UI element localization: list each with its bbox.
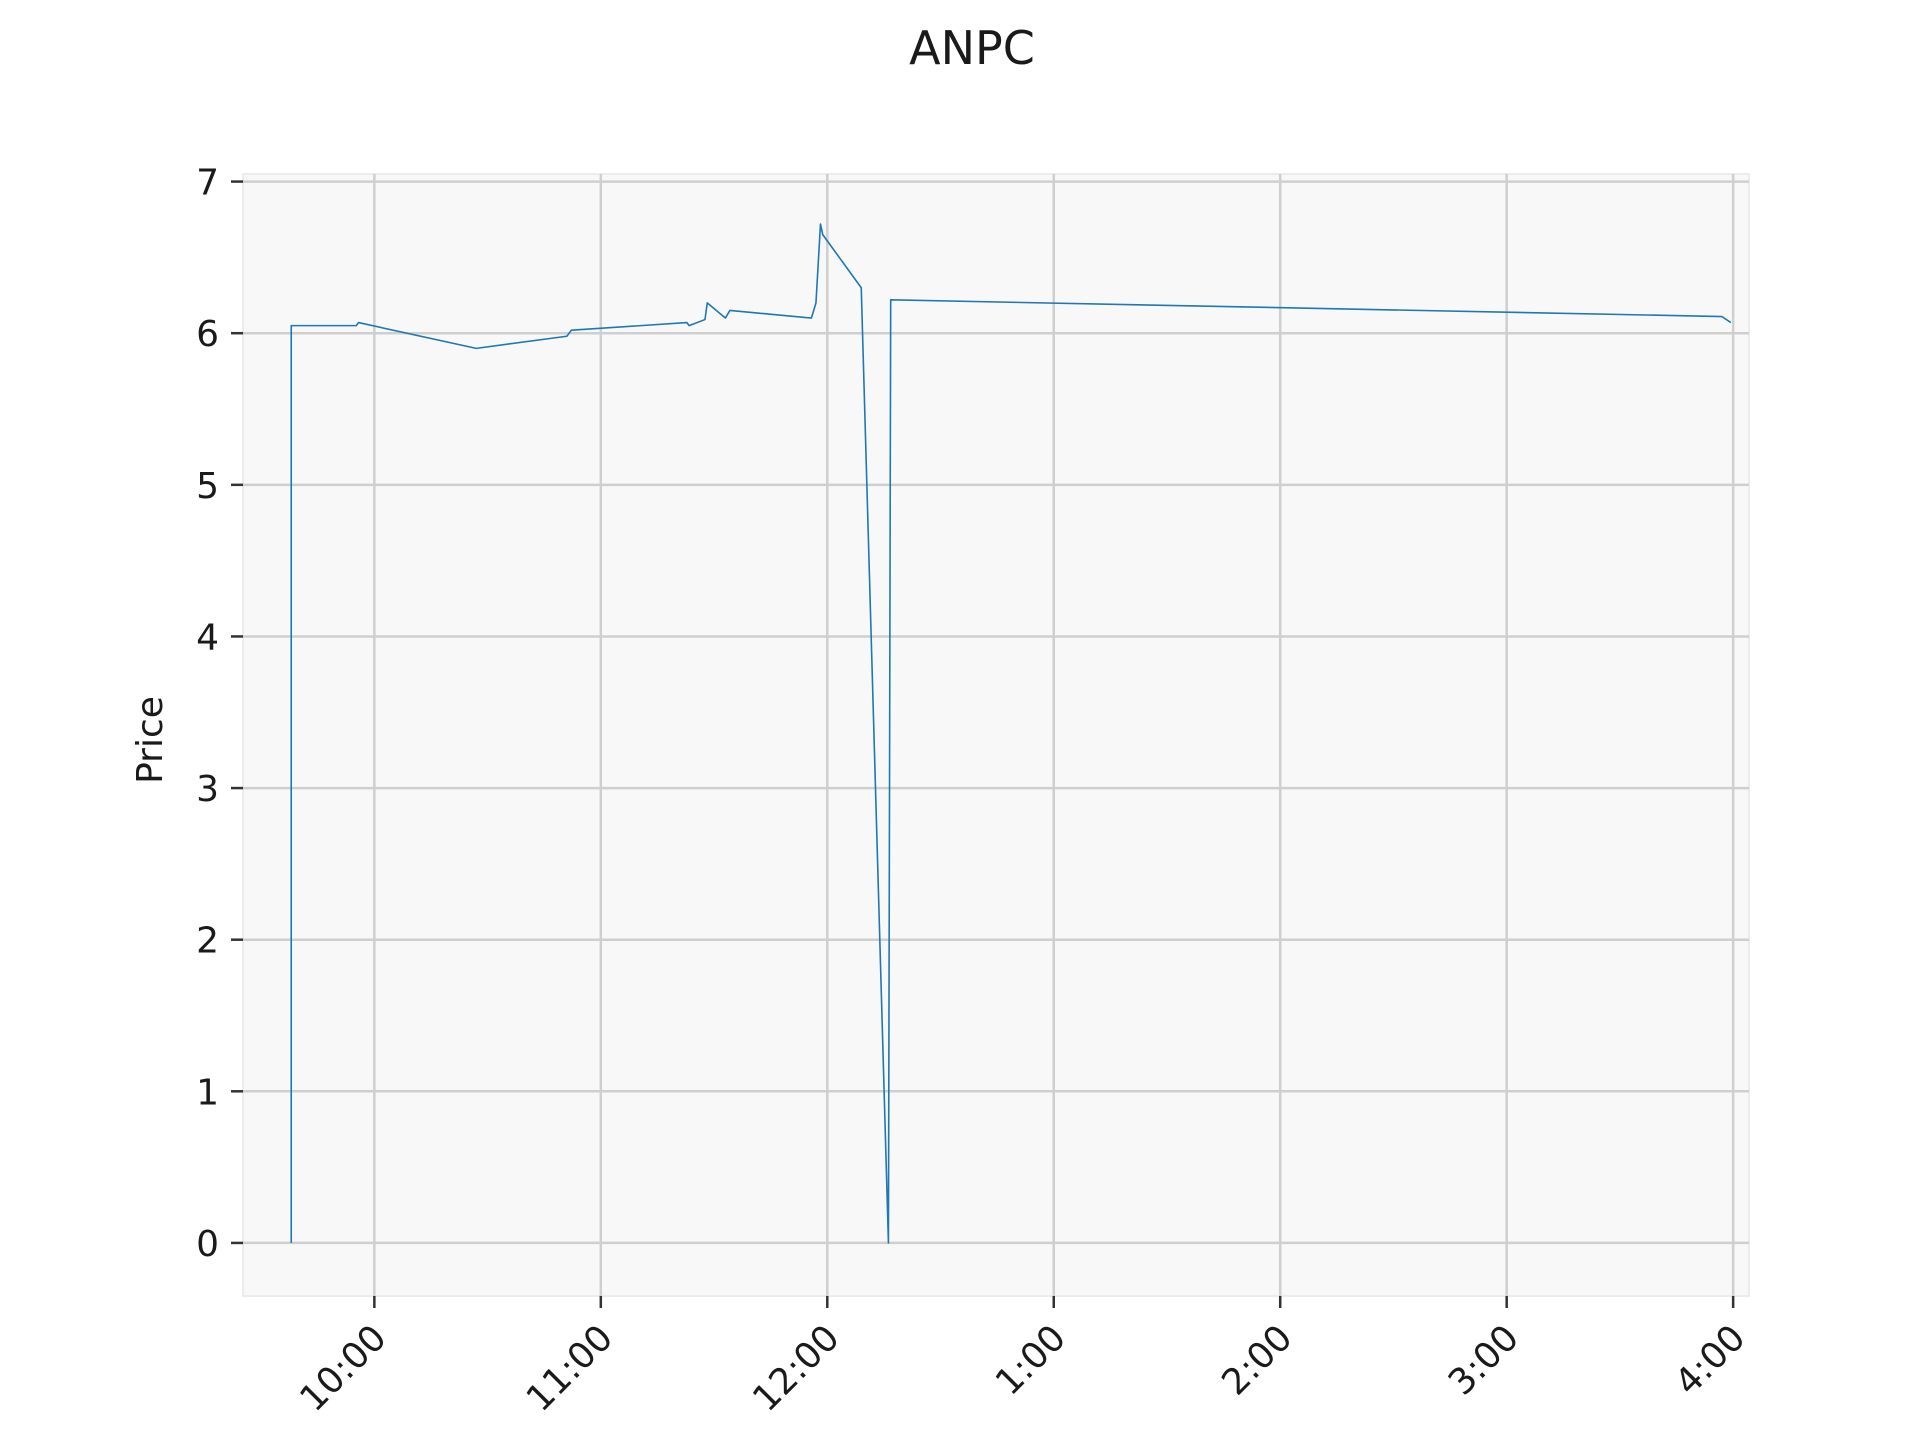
y-tick-label-4: 4	[196, 617, 219, 658]
y-axis-label: Price	[130, 696, 171, 784]
x-gridlines	[373, 174, 1735, 1296]
y-tick-label-2: 2	[196, 921, 219, 962]
y-tick-label-1: 1	[196, 1072, 219, 1113]
x-tick-label-2: 12:00	[745, 1317, 847, 1419]
y-gridlines	[243, 180, 1749, 1245]
x-tick-label-6: 4:00	[1667, 1317, 1753, 1403]
x-tick-label-5: 3:00	[1441, 1317, 1527, 1403]
x-tick-label-0: 10:00	[292, 1317, 394, 1419]
price-line-0	[290, 223, 1732, 1244]
y-tick-label-5: 5	[196, 466, 219, 507]
x-axis: 10:00 11:00 12:00 1:00 2:00 3:00 4:00	[292, 1296, 1754, 1420]
series-layer	[290, 223, 1732, 1244]
y-tick-label-0: 0	[196, 1224, 219, 1265]
chart-title: ANPC	[909, 21, 1035, 75]
y-tick-label-3: 3	[196, 769, 219, 810]
y-tick-label-6: 6	[196, 314, 219, 355]
x-tick-label-3: 1:00	[988, 1317, 1074, 1403]
plot-area	[242, 173, 1750, 1297]
y-axis: 0 1 2 3 4 5 6 7	[196, 163, 243, 1265]
x-tick-label-4: 2:00	[1214, 1317, 1300, 1403]
y-tick-label-7: 7	[196, 163, 219, 204]
x-tick-label-1: 11:00	[519, 1317, 621, 1419]
